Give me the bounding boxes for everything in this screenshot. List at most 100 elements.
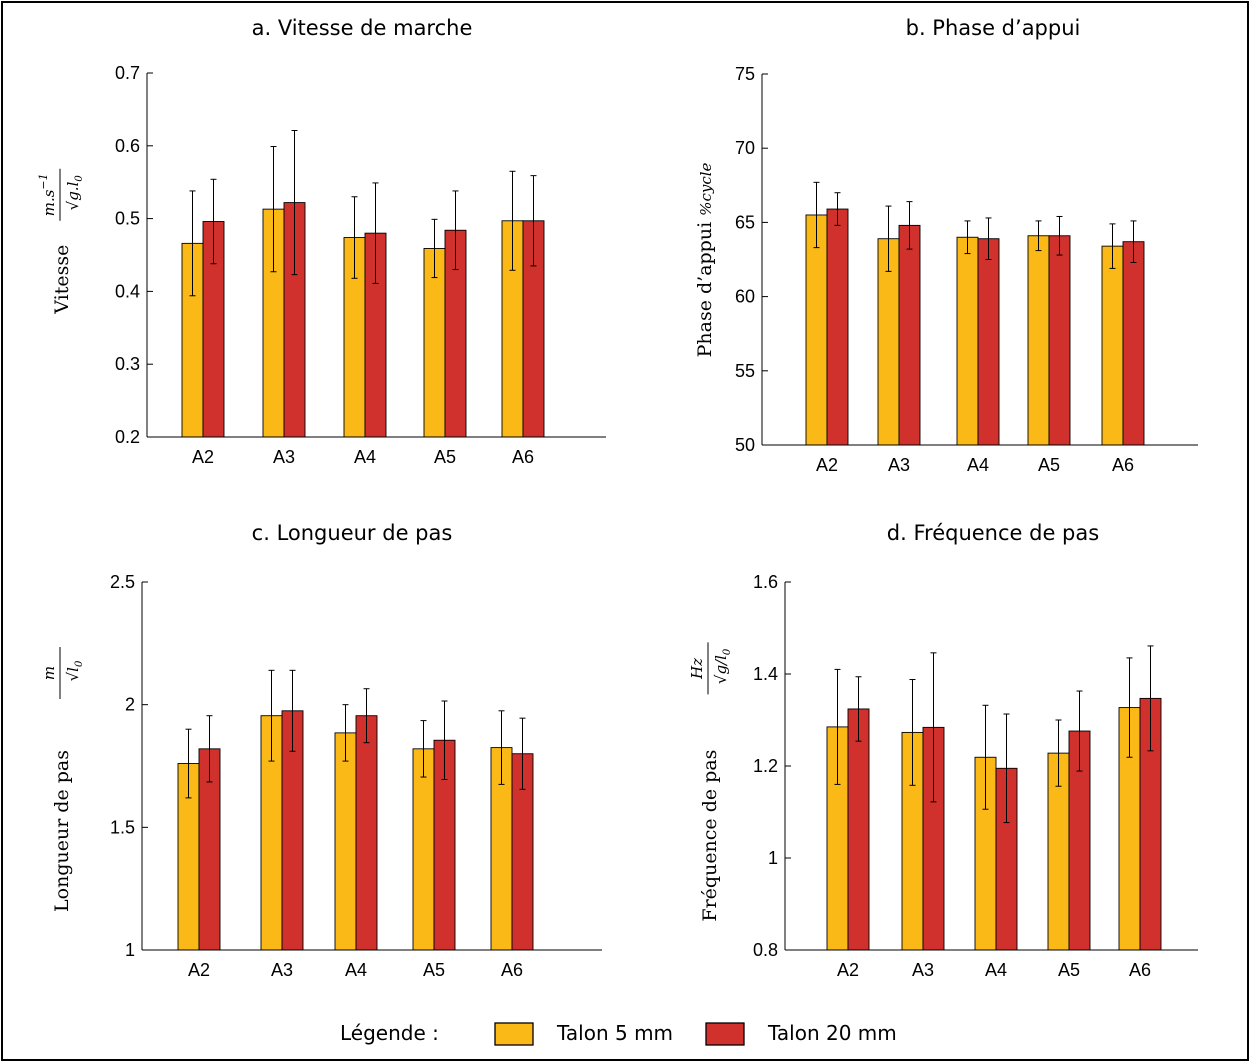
y-axis-label-den-text: √g/l	[712, 655, 730, 684]
legend-title: Légende :	[340, 1021, 439, 1045]
legend-label-talon-20mm: Talon 20 mm	[767, 1021, 897, 1045]
y-tick-label: 0.3	[115, 354, 140, 374]
x-tick-label: A2	[188, 960, 210, 980]
y-axis-label-denominator: √g/l0	[712, 648, 733, 684]
error-bar-a6-talon-20mm	[530, 175, 537, 267]
x-tick-label: A6	[501, 960, 523, 980]
x-tick-label: A6	[1129, 960, 1151, 980]
legend-swatch-talon-5mm	[494, 1022, 534, 1046]
y-tick-label: 50	[735, 435, 755, 455]
error-bar-a5-talon-20mm	[452, 190, 459, 271]
y-axis-label-numerator: m.s−1	[37, 173, 58, 216]
error-bar-a4-talon-20mm	[363, 688, 370, 744]
error-bar-a5-talon-20mm	[441, 700, 448, 780]
bar-a4-talon-5mm	[334, 732, 357, 951]
x-tick-label: A6	[1112, 455, 1134, 475]
error-bar-a5-talon-20mm	[1076, 690, 1083, 772]
bar-a2-talon-20mm	[826, 208, 849, 446]
x-tick-label: A3	[271, 960, 293, 980]
y-tick-label: 55	[735, 361, 755, 381]
error-bar-a2-talon-20mm	[834, 192, 841, 226]
y-tick-label: 0.5	[115, 209, 140, 229]
error-bar-a3-talon-5mm	[268, 669, 275, 762]
y-tick-label: 1	[125, 940, 135, 960]
error-bar-a5-talon-5mm	[1035, 220, 1042, 252]
y-tick-label: 0.6	[115, 136, 140, 156]
bar-a6-talon-5mm	[1101, 245, 1124, 446]
chart-panel-d: d. Fréquence de pas A2 A3 A4 A5 A6 0.8 1 1.2 1.4 1…	[688, 521, 1198, 980]
error-bar-a2-talon-5mm	[813, 181, 820, 249]
error-bar-a6-talon-5mm	[498, 710, 505, 785]
error-bar-a3-talon-20mm	[930, 652, 937, 803]
y-axis-label: Longueur de pas m √l0	[40, 647, 85, 912]
y-axis-label-main: Longueur de pas	[51, 750, 73, 912]
x-tick-label: A3	[273, 447, 295, 467]
bar-a4-talon-5mm	[956, 236, 979, 446]
bar-a3-talon-20mm	[898, 224, 921, 446]
y-axis-label-denominator: √l0	[64, 660, 85, 681]
bar-a5-talon-5mm	[412, 748, 435, 951]
x-tick-label: A4	[985, 960, 1007, 980]
x-tick-label: A3	[888, 455, 910, 475]
y-axis-label-num-sup: −1	[37, 173, 50, 189]
error-bar-a6-talon-5mm	[1109, 223, 1116, 269]
y-axis-label-main: Vitesse	[51, 245, 73, 315]
chart-title: c. Longueur de pas	[252, 521, 453, 545]
y-tick-label: 60	[735, 287, 755, 307]
y-axis-label-num-text: m	[40, 666, 58, 680]
error-bar-a4-talon-5mm	[982, 704, 989, 810]
error-bar-a3-talon-5mm	[270, 146, 277, 273]
y-axis-label-main: Fréquence de pas	[699, 750, 721, 922]
chart-panels: a. Vitesse de marche A2 A3 A4 A5 A6 0.2 0.3 0.4 0…	[37, 16, 1198, 980]
y-tick-label: 1.2	[753, 756, 778, 776]
error-bar-a4-talon-20mm	[985, 217, 992, 260]
error-bar-a4-talon-5mm	[342, 704, 349, 762]
x-tick-label: A3	[912, 960, 934, 980]
x-tick-label: A2	[192, 447, 214, 467]
bar-a4-talon-20mm	[355, 715, 378, 951]
y-tick-label: 65	[735, 212, 755, 232]
y-axis-label-den-sub: 0	[74, 660, 85, 667]
error-bar-a4-talon-20mm	[372, 182, 379, 284]
error-bar-a2-talon-5mm	[189, 190, 196, 297]
bar-a6-talon-20mm	[1122, 241, 1145, 446]
x-tick-label: A4	[354, 447, 376, 467]
x-tick-label: A5	[434, 447, 456, 467]
x-tick-label: A2	[837, 960, 859, 980]
error-bar-a4-talon-5mm	[964, 220, 971, 255]
y-axis-label-main: Phase d’appui	[694, 216, 716, 358]
y-tick-label: 75	[735, 64, 755, 84]
y-axis-label-num-text: m.s	[40, 189, 58, 216]
y-axis-label-unit: %cycle	[697, 162, 715, 215]
y-axis-label: Phase d’appui %cycle	[694, 162, 716, 357]
chart-panel-b: b. Phase d’appui A2 A3 A4 A5 A6 50 55 60 65 70 75 Ph…	[694, 16, 1198, 475]
error-bar-a2-talon-5mm	[185, 728, 192, 799]
legend-swatch-talon-20mm	[705, 1022, 745, 1046]
y-axis-label-text: Phase d’appui %cycle	[694, 162, 716, 357]
error-bar-a3-talon-20mm	[291, 130, 298, 276]
y-tick-label: 1.6	[753, 572, 778, 592]
x-tick-label: A5	[1058, 960, 1080, 980]
x-tick-label: A5	[1038, 455, 1060, 475]
y-tick-label: 0.2	[115, 427, 140, 447]
error-bar-a2-talon-5mm	[834, 668, 841, 785]
x-tick-label: A4	[967, 455, 989, 475]
y-axis-label-den-text: √g.l	[64, 181, 82, 210]
error-bar-a3-talon-20mm	[289, 669, 296, 752]
y-axis-label-den-text: √l	[64, 667, 82, 682]
error-bar-a3-talon-20mm	[906, 201, 913, 250]
error-bar-a2-talon-20mm	[206, 715, 213, 783]
chart-panel-c: c. Longueur de pas A2 A3 A4 A5 A6 1 1.5 2 2.5 Long…	[40, 521, 602, 980]
y-axis-label: Fréquence de pas Hz √g/l0	[688, 642, 733, 922]
error-bar-a2-talon-20mm	[855, 676, 862, 742]
error-bar-a6-talon-5mm	[1126, 657, 1133, 758]
y-tick-label: 1.5	[110, 817, 135, 837]
y-tick-label: 2.5	[110, 572, 135, 592]
y-axis-label-den-sub: 0	[722, 648, 733, 655]
error-bar-a5-talon-5mm	[431, 218, 438, 279]
x-tick-label: A2	[816, 455, 838, 475]
x-tick-label: A5	[423, 960, 445, 980]
error-bar-a4-talon-5mm	[351, 196, 358, 279]
x-tick-label: A6	[512, 447, 534, 467]
x-tick-label: A4	[345, 960, 367, 980]
